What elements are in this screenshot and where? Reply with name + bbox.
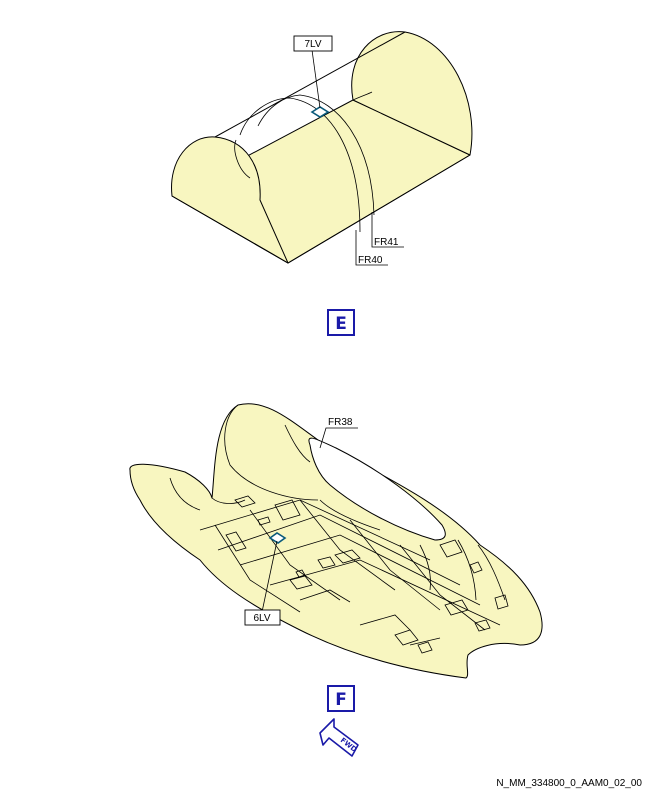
label-fr41: FR41 bbox=[374, 237, 399, 248]
label-7lv: 7LV bbox=[304, 39, 321, 50]
label-6lv: 6LV bbox=[253, 613, 270, 624]
label-fr38: FR38 bbox=[328, 417, 353, 428]
label-fr40: FR40 bbox=[358, 255, 383, 266]
view-e-label: E bbox=[327, 309, 355, 336]
fwd-arrow-icon: FWD bbox=[319, 718, 359, 757]
view-f-label: F bbox=[327, 685, 355, 712]
view-letter-e: E bbox=[335, 314, 347, 334]
view-f-drawing: 6LV FR38 bbox=[129, 403, 543, 679]
view-letter-f: F bbox=[335, 690, 347, 710]
view-e-drawing: 7LV FR41 FR40 bbox=[171, 31, 473, 266]
drawing-reference: N_MM_334800_0_AAM0_02_00 bbox=[496, 778, 642, 789]
